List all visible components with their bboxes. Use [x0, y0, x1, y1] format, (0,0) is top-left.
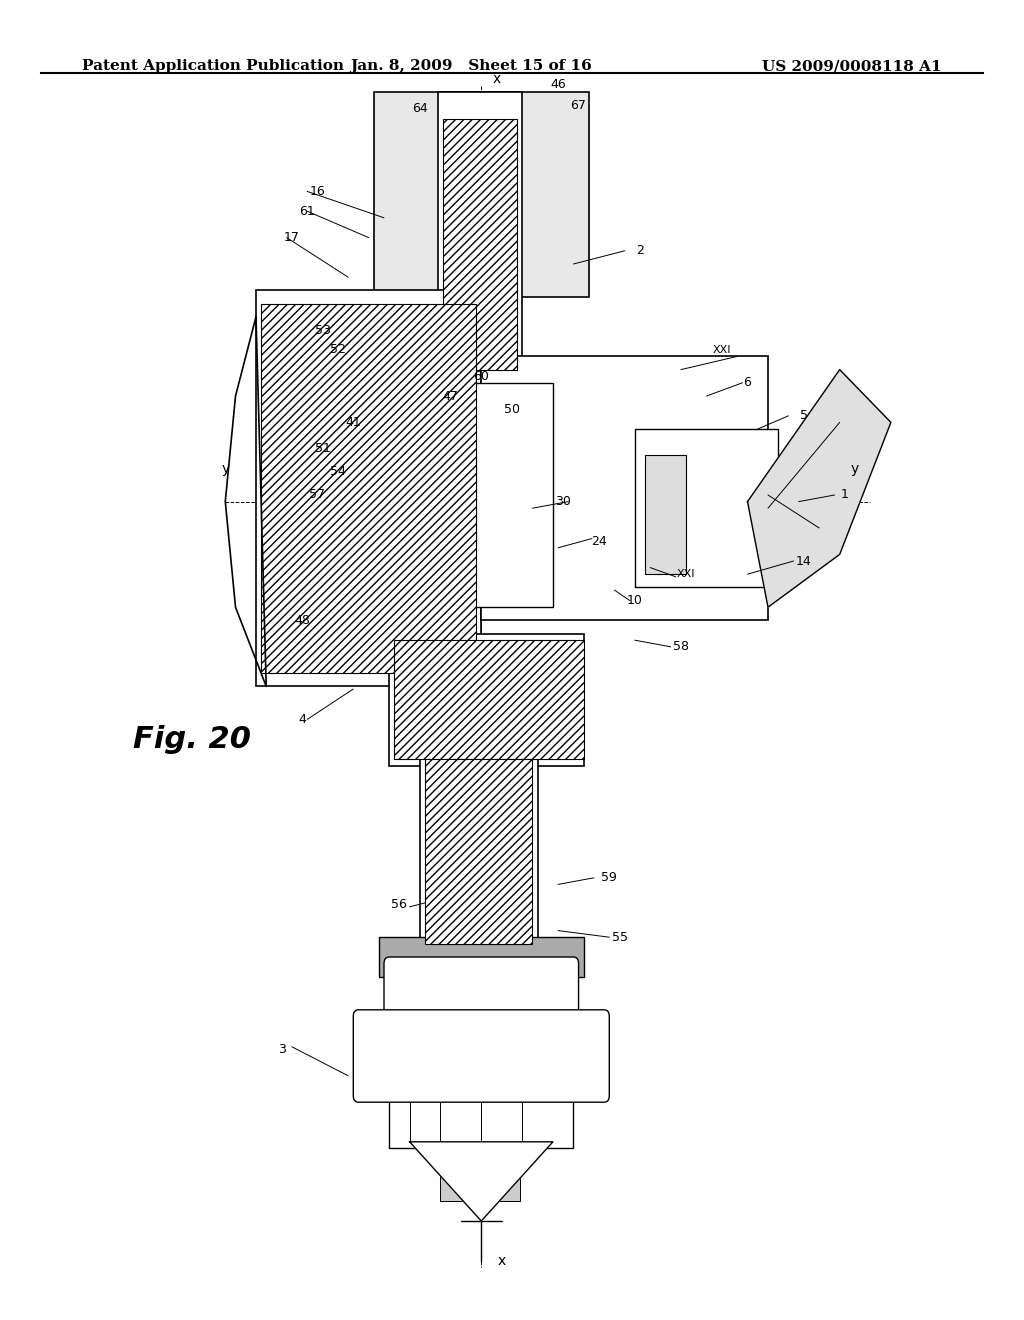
Text: 48: 48: [294, 614, 310, 627]
Text: 57: 57: [309, 488, 326, 502]
Text: y: y: [221, 462, 229, 475]
Text: 58: 58: [673, 640, 689, 653]
Text: x: x: [498, 1254, 506, 1267]
Bar: [389, 1082, 573, 1148]
Text: 56: 56: [391, 898, 408, 911]
Text: 5: 5: [800, 409, 808, 422]
Text: 4: 4: [298, 713, 306, 726]
Text: 30: 30: [555, 495, 571, 508]
Bar: [374, 92, 589, 297]
Bar: [404, 455, 476, 548]
Text: 53: 53: [314, 323, 331, 337]
Bar: [394, 640, 584, 759]
Text: 67: 67: [570, 99, 587, 112]
Bar: [256, 290, 481, 686]
Bar: [443, 119, 517, 370]
Text: 46: 46: [550, 78, 566, 91]
Text: 6: 6: [743, 376, 752, 389]
Text: 47: 47: [442, 389, 459, 403]
Text: 10: 10: [627, 594, 643, 607]
Text: XXI: XXI: [677, 569, 695, 579]
Polygon shape: [748, 370, 891, 607]
Text: 52: 52: [330, 343, 346, 356]
Text: 17: 17: [284, 231, 300, 244]
Text: 59: 59: [601, 871, 617, 884]
Bar: [645, 455, 686, 574]
Text: 64: 64: [412, 102, 428, 115]
Bar: [379, 383, 553, 607]
FancyBboxPatch shape: [384, 957, 579, 1036]
Text: 41: 41: [345, 416, 361, 429]
Text: 51: 51: [314, 442, 331, 455]
Bar: [379, 937, 584, 977]
Text: 3: 3: [278, 1043, 286, 1056]
Bar: [438, 92, 522, 396]
Text: Fig. 20: Fig. 20: [133, 725, 251, 754]
Text: 24: 24: [591, 535, 607, 548]
Text: 14: 14: [796, 554, 812, 568]
Text: 50: 50: [504, 403, 520, 416]
Text: y: y: [851, 462, 859, 475]
Bar: [440, 1148, 520, 1201]
Text: 55: 55: [611, 931, 628, 944]
Text: 2: 2: [636, 244, 644, 257]
Text: 16: 16: [309, 185, 326, 198]
Text: US 2009/0008118 A1: US 2009/0008118 A1: [763, 59, 942, 74]
Text: x: x: [493, 73, 501, 86]
Bar: [389, 634, 584, 766]
Bar: [420, 746, 538, 950]
Text: 54: 54: [330, 465, 346, 478]
Text: Patent Application Publication: Patent Application Publication: [82, 59, 344, 74]
Polygon shape: [410, 1142, 553, 1221]
FancyBboxPatch shape: [353, 1010, 609, 1102]
Bar: [261, 304, 476, 673]
Bar: [425, 759, 532, 944]
Text: 60: 60: [473, 370, 489, 383]
Text: Jan. 8, 2009   Sheet 15 of 16: Jan. 8, 2009 Sheet 15 of 16: [350, 59, 592, 74]
Bar: [481, 356, 768, 620]
Text: XXI: XXI: [713, 345, 731, 355]
Text: 61: 61: [299, 205, 315, 218]
Text: 1: 1: [841, 488, 849, 502]
Bar: [635, 429, 778, 587]
